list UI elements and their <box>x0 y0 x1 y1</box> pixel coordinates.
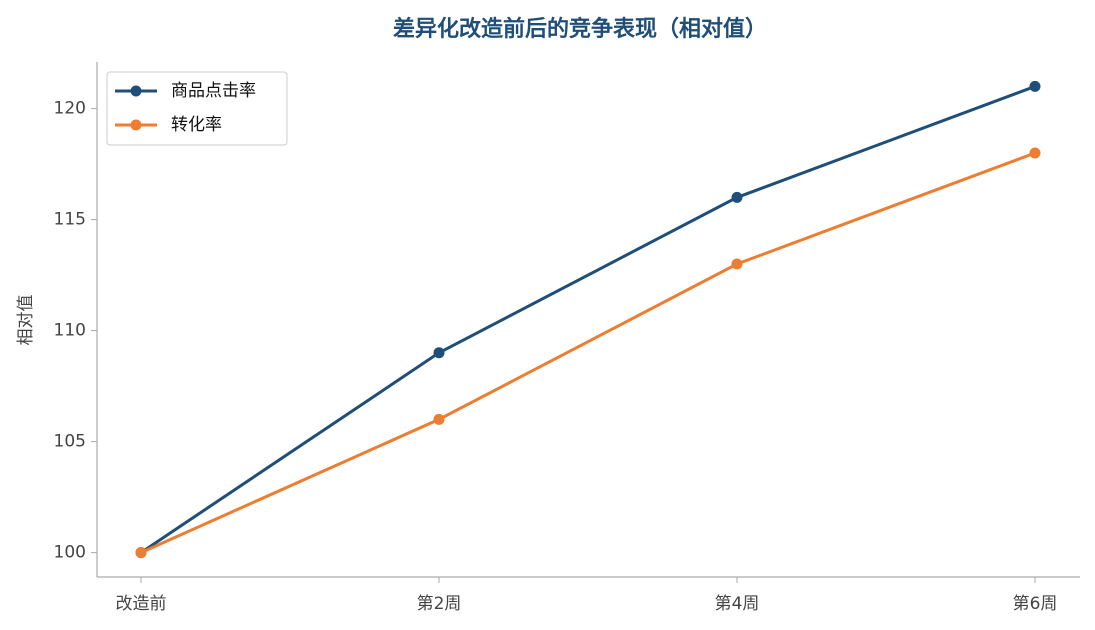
point <box>1029 80 1041 92</box>
y-tick-label: 105 <box>54 432 86 452</box>
point <box>433 413 445 425</box>
y-tick-label: 115 <box>54 210 86 230</box>
x-tick-label: 第2周 <box>417 594 462 614</box>
point <box>1029 147 1041 159</box>
y-axis-label: 相对值 <box>16 295 36 346</box>
legend-marker <box>130 85 142 97</box>
x-tick-label: 改造前 <box>116 594 167 614</box>
y-tick-label: 120 <box>54 99 86 119</box>
y-tick-label: 100 <box>54 543 86 563</box>
legend-label: 商品点击率 <box>171 81 256 101</box>
legend-marker <box>130 119 142 131</box>
x-tick-label: 第6周 <box>1013 594 1058 614</box>
x-tick-label: 第4周 <box>715 594 760 614</box>
legend-label: 转化率 <box>171 115 222 135</box>
point <box>731 191 743 203</box>
point <box>135 547 147 559</box>
series-line <box>140 85 1036 554</box>
series-line <box>140 151 1036 554</box>
point <box>731 258 743 270</box>
chart-title: 差异化改造前后的竞争表现（相对值） <box>393 16 767 42</box>
point <box>433 347 445 359</box>
y-tick-label: 110 <box>54 321 86 341</box>
